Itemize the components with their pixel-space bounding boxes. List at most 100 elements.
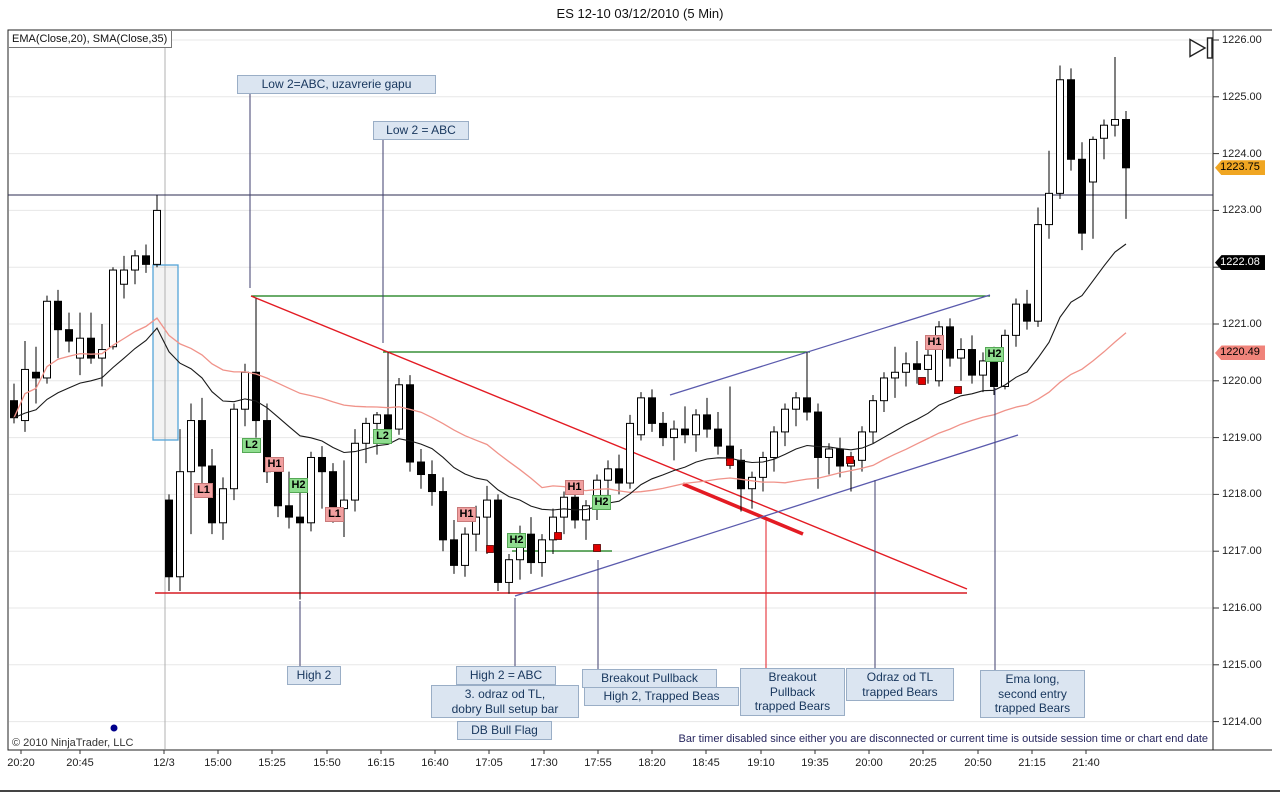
time-axis-label: 18:20 — [638, 757, 666, 769]
candle-down — [968, 349, 976, 376]
price-axis-label: 1218.00 — [1222, 488, 1262, 501]
candle-up — [176, 471, 184, 578]
candle-down — [439, 491, 447, 541]
price-axis-label: 1216.00 — [1222, 602, 1262, 614]
candle-up — [483, 499, 491, 518]
candle-up — [1111, 119, 1119, 126]
bar-timer-status: Bar timer disabled since either you are … — [678, 733, 1209, 745]
price-marker-last-price: 1223.75 — [1215, 160, 1265, 176]
candle-down — [814, 411, 822, 458]
note-low2[interactable]: Low 2 = ABC — [373, 121, 469, 140]
plot-border — [7, 29, 1214, 751]
chart-title: ES 12-10 03/12/2010 (5 Min) — [556, 6, 724, 21]
price-axis-label: 1226.00 — [1222, 34, 1262, 46]
setup-label-h2: H2 — [592, 495, 611, 510]
candle-down — [296, 516, 304, 524]
candle-up — [1045, 192, 1053, 226]
trapped-bears-square — [486, 545, 494, 553]
note-breakout-pullback-2[interactable]: Breakout Pullback trapped Bears — [740, 668, 845, 716]
note-high2-line: High 2 — [296, 668, 332, 682]
note-low2-gap-line: Low 2=ABC, uzavrerie gapu — [261, 77, 412, 91]
time-axis-label: 18:45 — [692, 757, 720, 769]
candle-up — [637, 397, 645, 436]
setup-label-h2: H2 — [289, 478, 308, 493]
candle-down — [252, 371, 260, 422]
setup-label-l2: L2 — [242, 438, 261, 453]
note-breakout-pullback-1b[interactable]: High 2, Trapped Beas — [584, 687, 739, 706]
time-axis-label: 20:50 — [964, 757, 992, 769]
copyright-text: © 2010 NinjaTrader, LLC — [12, 737, 134, 749]
note-odraz-tl[interactable]: 3. odraz od TL, dobry Bull setup bar — [431, 685, 579, 718]
price-axis-label: 1219.00 — [1222, 431, 1262, 444]
price-axis-label: 1217.00 — [1222, 545, 1262, 558]
note-breakout-pullback-1-line: Breakout Pullback — [601, 671, 698, 685]
note-high2[interactable]: High 2 — [287, 666, 341, 685]
note-ema-long-line: Ema long, — [1005, 672, 1060, 686]
price-axis-label: 1220.00 — [1222, 374, 1262, 387]
note-db-bull-flag-line: DB Bull Flag — [471, 723, 538, 737]
candle-down — [198, 420, 206, 467]
note-odraz-od-tl[interactable]: Odraz od TL trapped Bears — [846, 668, 954, 701]
time-axis-label: 17:05 — [475, 757, 503, 769]
candle-down — [329, 471, 337, 510]
candle-down — [946, 326, 954, 359]
candle-down — [10, 400, 18, 419]
candle-up — [549, 516, 557, 541]
indicator-label: EMA(Close,20), SMA(Close,35) — [9, 31, 173, 48]
red-down-trendline — [250, 295, 968, 590]
setup-label-h1: H1 — [457, 507, 476, 522]
candle-up — [670, 428, 678, 439]
note-odraz-od-tl-line: Odraz od TL — [866, 670, 934, 684]
trapped-bears-square — [846, 456, 854, 464]
go-to-end-icon-bar[interactable] — [1206, 37, 1213, 59]
note-db-bull-flag[interactable]: DB Bull Flag — [457, 721, 552, 740]
candle-down — [417, 461, 425, 476]
candle-up — [582, 505, 590, 521]
setup-label-h1: H1 — [265, 457, 284, 472]
time-axis-label: 20:00 — [855, 757, 883, 769]
go-to-end-icon[interactable] — [1189, 38, 1207, 58]
price-axis-label: 1225.00 — [1222, 90, 1262, 103]
time-axis-label: 15:25 — [258, 757, 286, 769]
trapped-bears-square — [954, 386, 962, 394]
candle-up — [76, 337, 84, 359]
red-thick-segment — [682, 482, 804, 536]
candle-up — [759, 456, 767, 478]
note-breakout-pullback-1b-line: High 2, Trapped Beas — [603, 689, 720, 703]
setup-label-h2: H2 — [507, 533, 526, 548]
price-axis-label: 1223.00 — [1222, 204, 1262, 217]
price-axis-label: 1215.00 — [1222, 658, 1262, 671]
note-breakout-pullback-2-line: trapped Bears — [754, 699, 831, 713]
candle-up — [1089, 138, 1097, 183]
candle-down — [1122, 119, 1130, 169]
note-low2-gap[interactable]: Low 2=ABC, uzavrerie gapu — [237, 75, 436, 94]
candle-up — [781, 408, 789, 433]
note-ema-long[interactable]: Ema long, second entry trapped Bears — [980, 670, 1085, 718]
note-ema-long-line: trapped Bears — [994, 701, 1071, 715]
setup-label-h2: H2 — [985, 347, 1004, 362]
trapped-bears-square — [918, 377, 926, 385]
candle-down — [1023, 303, 1031, 322]
candle-up — [891, 371, 899, 379]
candle-down — [142, 255, 150, 265]
candle-down — [836, 448, 844, 467]
candle-up — [560, 496, 568, 518]
time-axis-label: 20:45 — [66, 757, 94, 769]
setup-label-l1: L1 — [325, 507, 344, 522]
trapped-bears-square — [554, 532, 562, 540]
candle-up — [924, 354, 932, 370]
candle-down — [1067, 79, 1075, 160]
price-marker-sma-value: 1220.49 — [1215, 345, 1265, 361]
note-high2-abc[interactable]: High 2 = ABC — [456, 666, 556, 685]
candle-up — [792, 397, 800, 410]
candle-down — [527, 533, 535, 564]
time-axis-label: 17:55 — [584, 757, 612, 769]
price-axis-label: 1221.00 — [1222, 318, 1262, 330]
candle-down — [913, 363, 921, 370]
candle-up — [825, 448, 833, 458]
candle-up — [1034, 224, 1042, 322]
note-breakout-pullback-1[interactable]: Breakout Pullback — [582, 669, 717, 688]
candle-up — [1056, 79, 1064, 194]
candle-up — [362, 422, 370, 444]
